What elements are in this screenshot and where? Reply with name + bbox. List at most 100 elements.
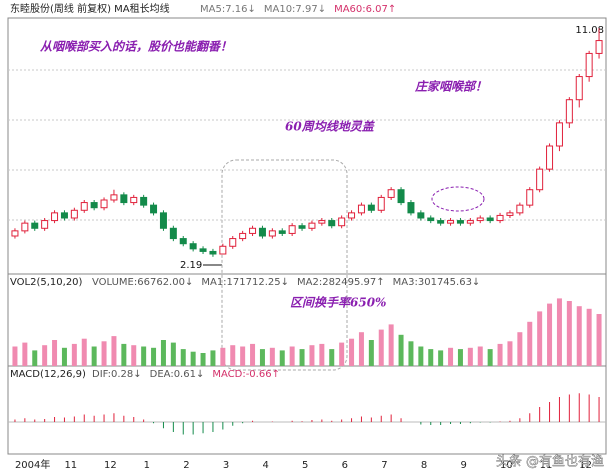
volume-bar [101,341,107,366]
candle-body [229,238,237,247]
candle-body [100,199,108,209]
x-tick-label: 1 [144,460,150,471]
candle-body [407,202,415,214]
candle-body [496,214,504,222]
candle-body [536,168,544,191]
range-box [221,159,348,371]
volume-bar [418,346,424,366]
candle-body [159,212,167,229]
candle-body [130,196,138,204]
candle-body [595,40,603,54]
candle-body [348,212,356,219]
candle-body [120,194,128,204]
candle-body [357,204,365,214]
volume-bar [299,349,305,366]
candle-body [367,204,375,211]
x-tick-label: 11 [64,460,77,471]
candle-body [80,202,88,211]
volume-bar [517,332,523,366]
indicator: MA60:6.07↑ [334,4,396,15]
volume-bar [61,347,67,366]
volume-bar [200,353,206,366]
volume-bar [160,340,166,366]
candle-body [219,245,227,255]
x-tick-label: 5 [302,460,308,471]
candle-body [169,227,177,240]
candle-body [179,238,187,245]
candle-body [110,194,118,201]
volume-bar [477,346,483,366]
volume-bar [507,341,513,366]
annotation: 60周均线地灵盖 [285,120,376,134]
volume-bar [42,345,48,366]
annotation: 从咽喉部买入的话，股价也能翻番！ [39,40,232,54]
candle-body [338,217,346,227]
volume-bar [269,347,275,366]
volume-bar [408,341,414,366]
candle-body [427,217,435,222]
volume-bar [151,347,157,366]
indicator: MA2:282495.97↑ [297,277,385,288]
low-label: 2.19 [180,260,202,271]
volume-bar [457,349,463,366]
volume-bar [358,332,364,366]
volume-bar [448,347,454,366]
watermark: 头条 @有鱼也有渔 [496,454,604,470]
volume-bar [180,349,186,366]
volume-bar [12,346,18,366]
volume-bar [250,343,256,366]
candle-body [70,209,78,219]
candle-body [377,196,385,211]
annotation: 区间换手率650% [290,296,386,310]
candle-body [506,212,514,216]
candle-body [298,225,306,229]
candle-body [278,230,286,234]
volume-bar [309,345,315,366]
candle-body [60,212,68,219]
candle-body [31,222,39,229]
x-tick-label: 2 [183,460,189,471]
volume-bar [81,338,87,366]
volume-bar [368,340,374,366]
x-tick-label: 4 [262,460,268,471]
x-tick-label: 12 [579,460,592,471]
volume-bar [170,342,176,366]
volume-bar [289,346,295,366]
volume-bar [32,350,38,366]
volume-bar [319,343,325,366]
candle-body [516,204,524,214]
volume-bar [141,346,147,366]
candle-body [21,222,29,232]
x-tick-label: 6 [342,460,348,471]
highlight-ellipse [431,186,485,212]
volume-bar [339,342,345,366]
volume-bar [22,342,28,366]
volume-bar [279,350,285,366]
volume-bar [497,343,503,366]
candle-body [11,230,19,237]
volume-bar [428,349,434,366]
candle-body [565,99,573,124]
candle-body [199,248,207,252]
indicator: MACD:-0.66↑ [212,369,280,380]
candle-body [417,212,425,219]
candle-body [51,212,59,222]
candle-body [397,189,405,204]
volume-bar [467,347,473,366]
candle-body [41,220,49,229]
candle-body [150,204,158,214]
volume-bar [487,349,493,366]
indicator: MA1:171712.25↓ [201,277,289,288]
candle-body [288,225,296,234]
indicator: MA5:7.16↓ [200,4,256,15]
x-tick-label: 10 [500,460,513,471]
candle-body [476,217,484,222]
candle-body [437,220,445,224]
candle-body [328,220,336,227]
candle-body [90,202,98,209]
candle-body [466,220,474,224]
volume-bar [230,345,236,366]
volume-bar [586,308,592,366]
